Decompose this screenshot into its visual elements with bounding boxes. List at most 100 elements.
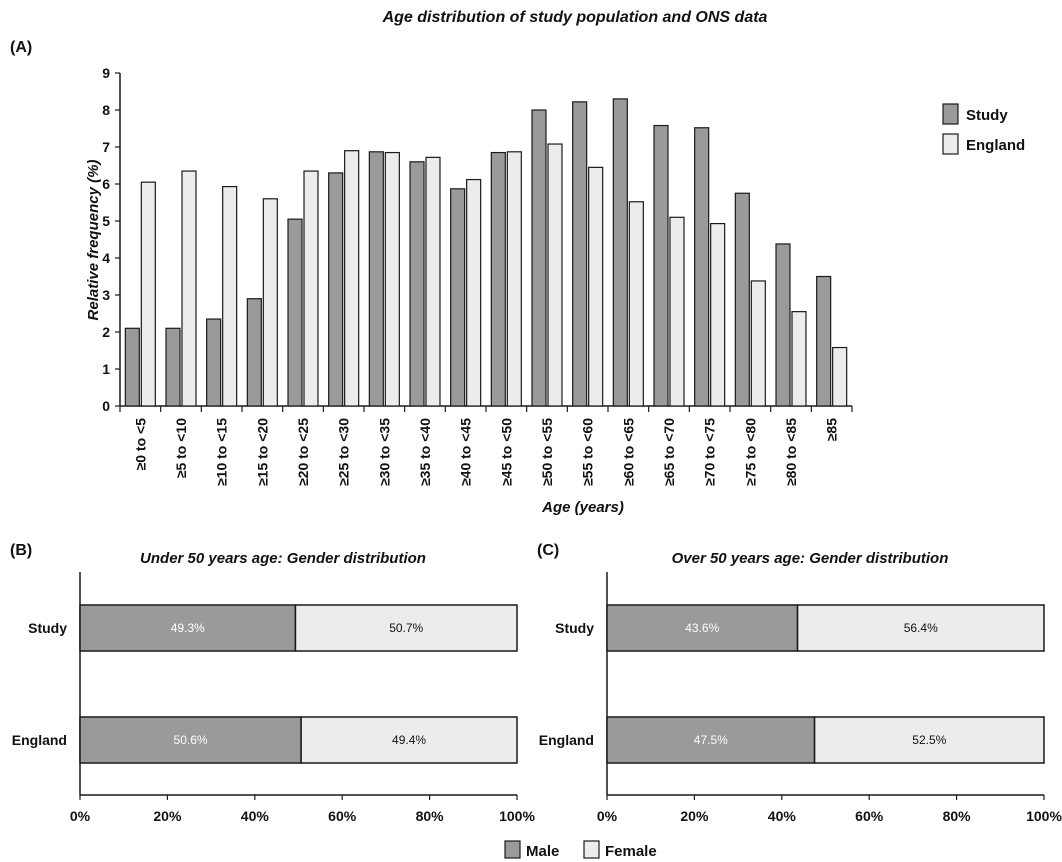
bar-england	[588, 166, 604, 407]
bar-england	[710, 222, 726, 407]
bar-england	[669, 216, 685, 407]
chart-b-title: Under 50 years age: Gender distribution	[140, 550, 426, 567]
bar-study	[206, 318, 222, 407]
y-tick-label: 9	[102, 65, 110, 81]
data-label: 49.3%	[171, 621, 205, 635]
y-tick-label: 4	[102, 250, 110, 266]
plot-area: 0% 20% 40% 60% 80% 100% 49.3% 50.7% Study 50.6% 49…	[12, 572, 535, 824]
bar-study	[246, 298, 262, 407]
y-tick-label: 6	[102, 176, 110, 192]
bar-study	[409, 161, 425, 407]
bar-england	[750, 280, 766, 407]
x-tick-label: 20%	[680, 808, 709, 824]
x-tick-label: 0%	[70, 808, 91, 824]
x-tick-label: 40%	[768, 808, 797, 824]
x-tick-label: ≥15 to <20	[254, 418, 270, 486]
y-tick-label: 7	[102, 139, 110, 155]
x-tick-label: ≥40 to <45	[458, 418, 474, 486]
plot-area: 0% 20% 40% 60% 80% 100% 43.6% 56.4% Study 47.5% 52…	[539, 572, 1062, 824]
x-tick-label: 100%	[499, 808, 535, 824]
x-tick-label: 60%	[328, 808, 357, 824]
legend-swatch-england	[942, 133, 959, 155]
under-50-gender-chart: (B) Under 50 years age: Gender distribut…	[10, 542, 535, 824]
x-tick-label: ≥35 to <40	[417, 418, 433, 486]
bar-study	[531, 109, 547, 407]
bar-study	[368, 151, 384, 407]
panel-label-b: (B)	[10, 542, 32, 559]
bar-female	[796, 604, 1045, 652]
y-tick-label: 1	[102, 361, 110, 377]
x-tick-label: ≥45 to <50	[498, 418, 514, 486]
legend-swatch-female	[583, 840, 600, 859]
legend-label: England	[966, 137, 1025, 154]
x-tick-label: ≥10 to <15	[214, 418, 230, 486]
figure-title: Age distribution of study population and…	[382, 9, 768, 26]
x-tick-label: 80%	[943, 808, 972, 824]
x-tick-label: ≥80 to <85	[783, 418, 799, 486]
bar-male	[606, 716, 816, 764]
legend-swatch-male	[504, 840, 521, 859]
bar-study	[734, 192, 750, 407]
panel-label-c: (C)	[537, 542, 559, 559]
bar-england	[222, 185, 238, 407]
category-label: England	[12, 732, 67, 748]
bar-male	[79, 716, 302, 764]
y-tick-label: 8	[102, 102, 110, 118]
bar-study	[572, 101, 588, 407]
bar-england	[344, 150, 360, 407]
bar-england	[303, 170, 319, 407]
bar-england	[628, 201, 644, 407]
x-tick-label: ≥75 to <80	[742, 418, 758, 486]
y-tick-label: 5	[102, 213, 110, 229]
bar-study	[775, 243, 791, 407]
category-label: England	[539, 732, 594, 748]
x-tick-label: ≥55 to <60	[580, 418, 596, 486]
axes	[115, 72, 853, 412]
legend: Study England	[942, 103, 1025, 155]
bar-england	[425, 156, 441, 407]
age-distribution-chart: (A) Relative frequency (%) Age (years) 0…	[10, 39, 1025, 516]
bar-female	[294, 604, 518, 652]
category-label: Study	[28, 620, 67, 636]
x-tick-label: ≥20 to <25	[295, 418, 311, 486]
data-label: 56.4%	[904, 621, 938, 635]
data-label: 47.5%	[694, 733, 728, 747]
bar-study	[612, 98, 628, 407]
bar-study	[124, 327, 140, 407]
panel-label-a: (A)	[10, 39, 32, 56]
y-tick-label: 2	[102, 324, 110, 340]
x-tick-label: 20%	[153, 808, 182, 824]
data-label: 52.5%	[912, 733, 946, 747]
bar-study	[328, 172, 344, 407]
x-tick-label: 0%	[597, 808, 618, 824]
bar-study	[816, 275, 832, 407]
x-tick-label: 40%	[241, 808, 270, 824]
bar-male	[606, 604, 799, 652]
y-axis-title: Relative frequency (%)	[85, 160, 102, 321]
bar-study	[653, 124, 669, 407]
legend-label: Male	[526, 843, 559, 860]
x-tick-label: ≥50 to <55	[539, 418, 555, 486]
data-label: 43.6%	[685, 621, 719, 635]
bar-male	[79, 604, 297, 652]
bar-study	[165, 327, 181, 407]
bar-female	[813, 716, 1045, 764]
bar-england	[140, 181, 156, 407]
bar-england	[791, 311, 807, 407]
tick-labels: 0 1 2 3 4 5 6 7 8 9 ≥0 to <5 ≥5 to <10 ≥10 to <15 ≥15…	[102, 65, 839, 486]
x-tick-label: ≥65 to <70	[661, 418, 677, 486]
bottom-legend: Male Female	[504, 840, 657, 860]
bar-study	[694, 127, 710, 407]
bar-study	[490, 151, 506, 407]
bars	[124, 98, 848, 407]
bar-england	[506, 151, 522, 407]
bar-england	[384, 151, 400, 407]
chart-c-title: Over 50 years age: Gender distribution	[672, 550, 949, 567]
bar-england	[181, 170, 197, 407]
y-tick-label: 3	[102, 287, 110, 303]
data-label: 50.6%	[174, 733, 208, 747]
bar-female	[300, 716, 518, 764]
x-tick-label: ≥0 to <5	[132, 418, 148, 471]
x-tick-label: 60%	[855, 808, 884, 824]
